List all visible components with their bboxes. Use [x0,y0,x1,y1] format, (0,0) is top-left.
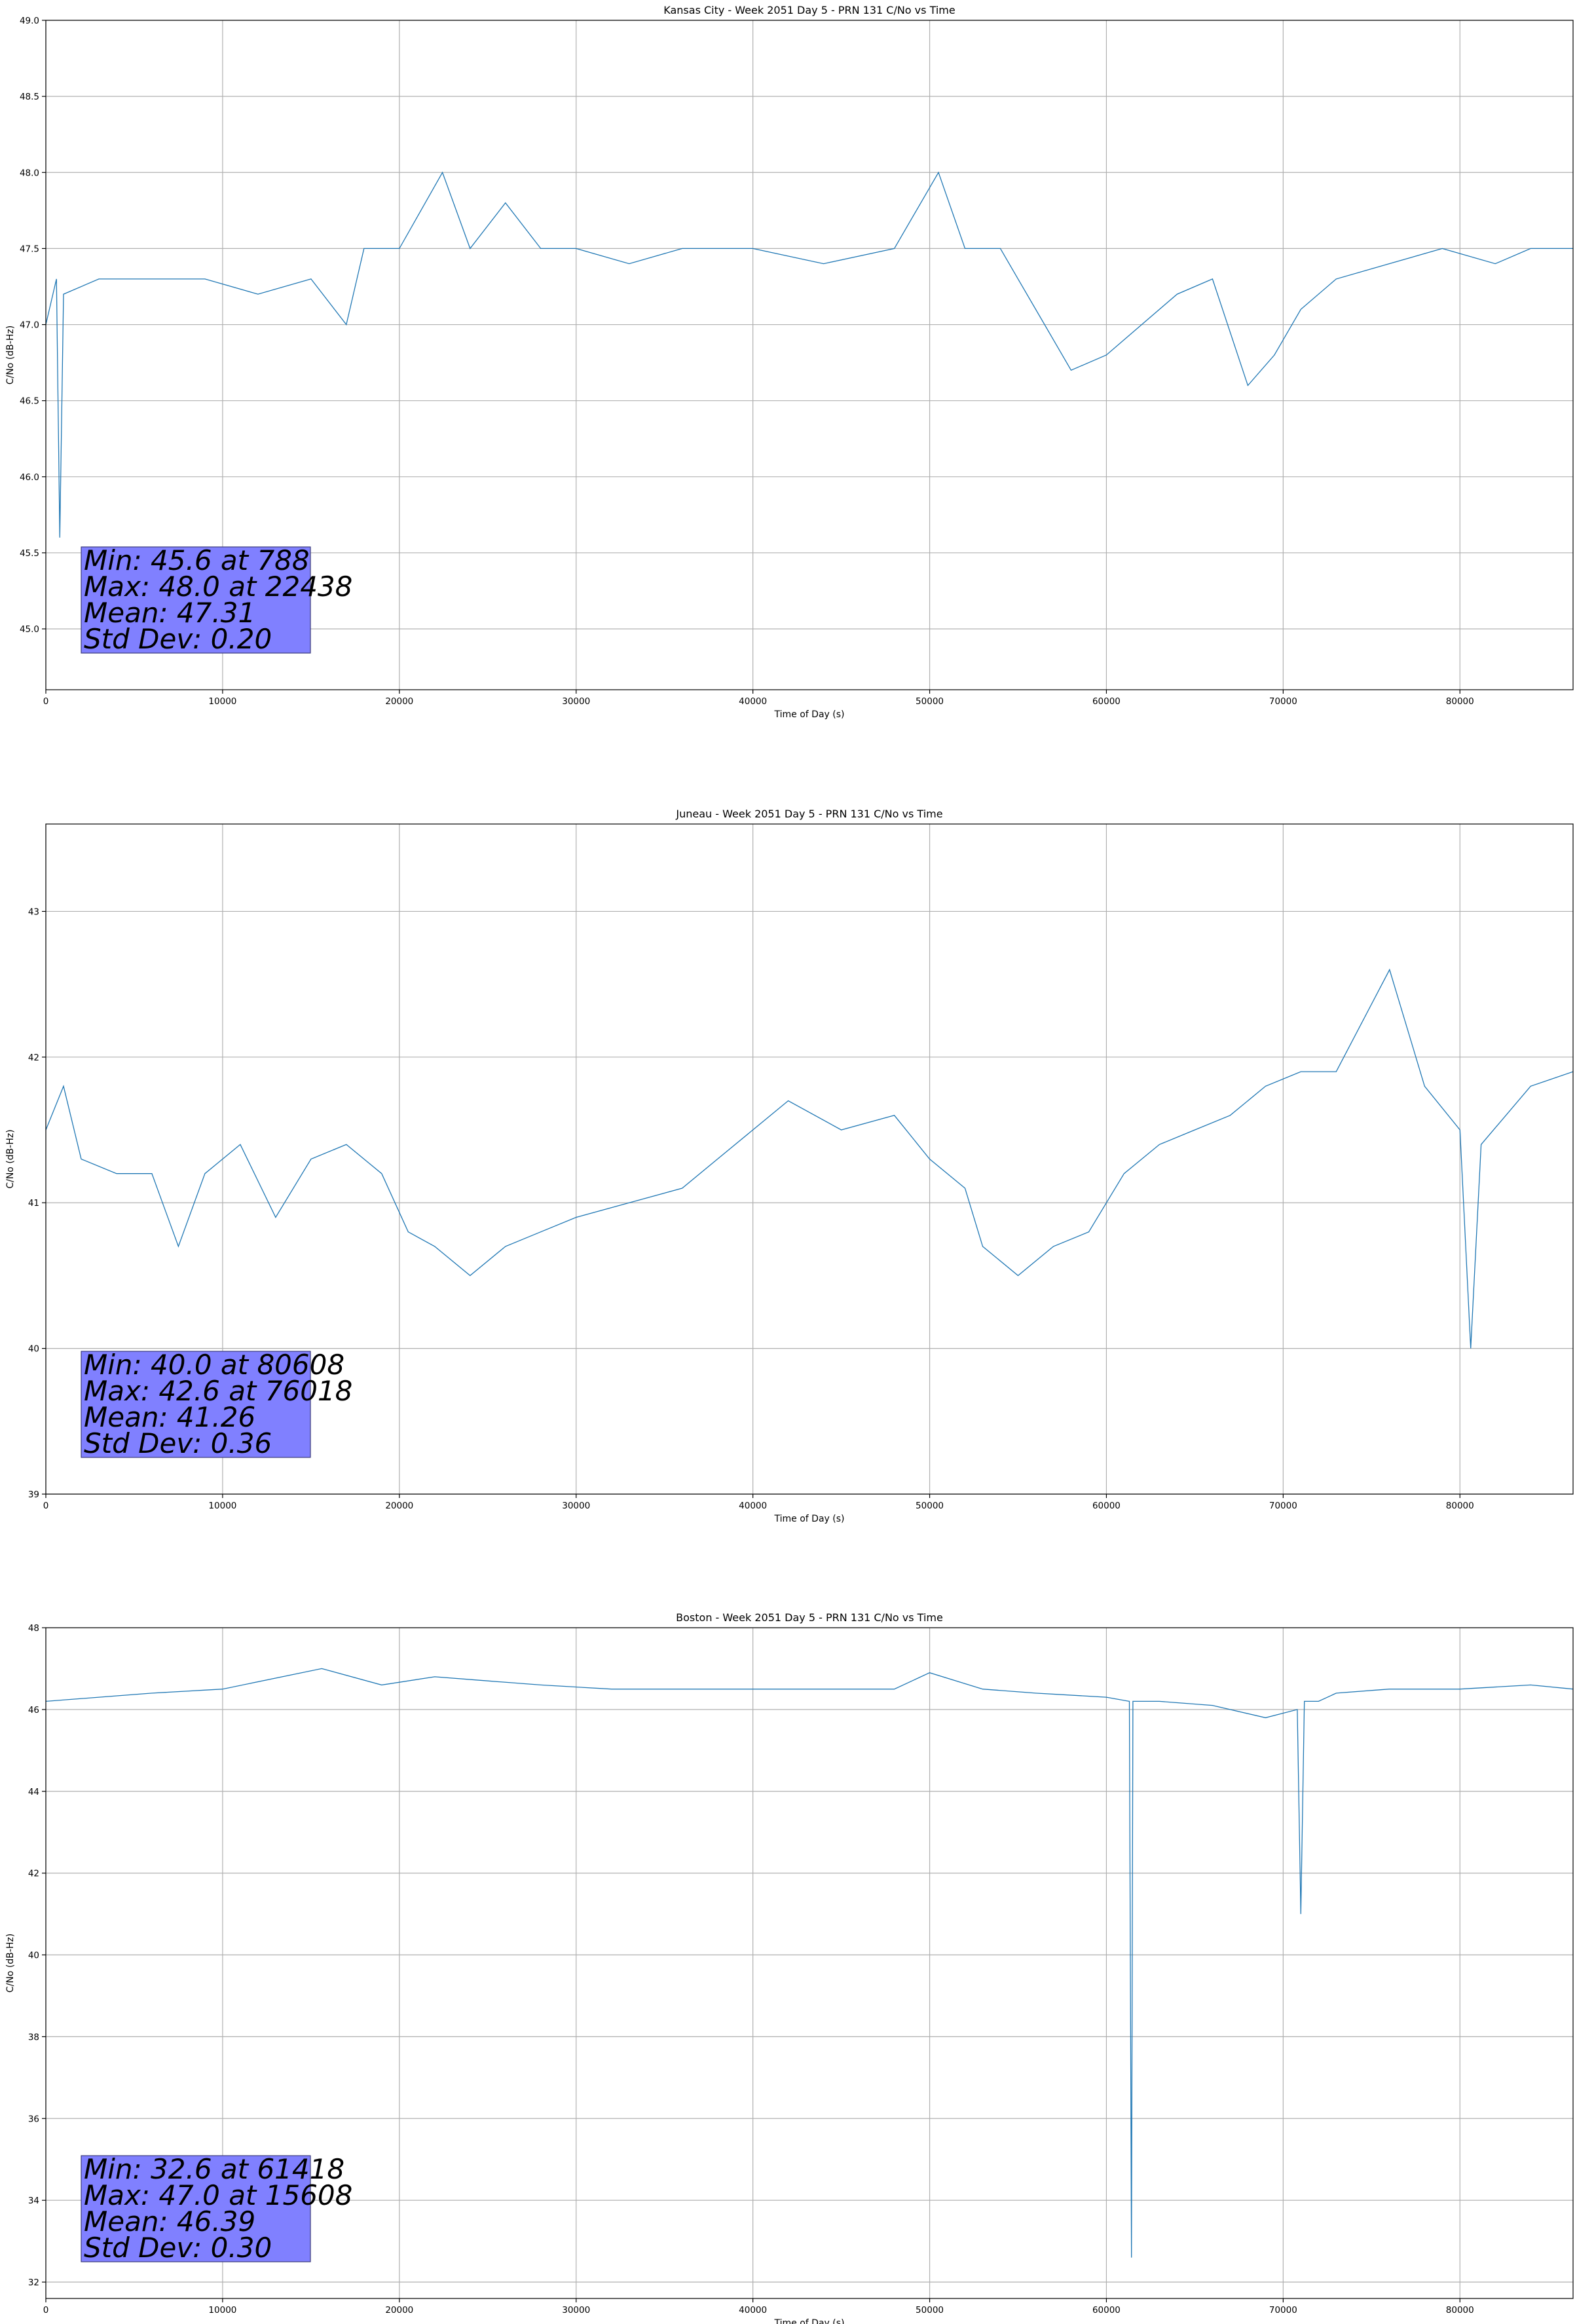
x-tick-label: 30000 [562,696,590,707]
stat-min: Min: 40.0 at 80608 [84,1349,344,1381]
x-tick-label: 70000 [1269,1501,1297,1511]
y-tick-label: 43 [28,907,39,917]
y-tick-label: 39 [28,1490,39,1500]
x-tick-label: 60000 [1092,1501,1121,1511]
y-tick-label: 34 [28,2196,39,2206]
x-axis-label: Time of Day (s) [774,709,845,720]
x-tick-label: 80000 [1446,696,1474,707]
y-tick-label: 32 [28,2277,39,2288]
juneau-chart: 0 10000 20000 30000 40000 50000 60000 70000 8000… [5,808,1574,1524]
stat-std-dev: Std Dev: 0.30 [84,2232,272,2264]
kansas-city-chart: 0 10000 20000 30000 40000 50000 60000 70000 8000… [5,4,1574,720]
chart-title: Juneau - Week 2051 Day 5 - PRN 131 C/No … [675,808,942,820]
x-tick-label: 50000 [916,2305,944,2315]
x-tick-label: 80000 [1446,1501,1474,1511]
y-tick-label: 38 [28,2032,39,2042]
boston-chart: 0 10000 20000 30000 40000 50000 60000 70000 8000… [5,1611,1574,2324]
chart-title: Kansas City - Week 2051 Day 5 - PRN 131 … [663,4,955,16]
x-axis-label: Time of Day (s) [774,2318,845,2324]
x-tick-label: 60000 [1092,696,1121,707]
x-tick-label: 30000 [562,1501,590,1511]
x-tick-label: 70000 [1269,2305,1297,2315]
stat-mean: Mean: 47.31 [84,597,255,629]
stats-box: Min: 32.6 at 61418 Max: 47.0 at 15608 Me… [81,2153,352,2264]
stat-mean: Mean: 46.39 [84,2205,255,2238]
stat-min: Min: 45.6 at 788 [84,544,310,576]
y-tick-label: 45.0 [20,624,39,635]
x-tick-label: 50000 [916,1501,944,1511]
stat-max: Max: 42.6 at 76018 [84,1375,352,1407]
x-tick-label: 0 [43,2305,49,2315]
x-tick-label: 10000 [208,696,236,707]
x-tick-label: 10000 [208,1501,236,1511]
x-tick-label: 0 [43,1501,49,1511]
stat-min: Min: 32.6 at 61418 [84,2153,344,2185]
y-tick-label: 40 [28,1951,39,1961]
cno-series-line [46,1668,1573,2258]
stats-box: Min: 40.0 at 80608 Max: 42.6 at 76018 Me… [81,1349,352,1459]
plot-frame [45,1627,1574,2299]
x-tick-label: 80000 [1446,2305,1474,2315]
y-tick-label: 45.5 [20,548,39,559]
y-tick-label: 46.0 [20,472,39,483]
y-tick-label: 48 [28,1623,39,1634]
y-tick-label: 48.0 [20,168,39,178]
y-tick-label: 47.0 [20,320,39,331]
plot-frame [45,20,1574,690]
y-tick-label: 48.5 [20,92,39,102]
x-tick-label: 20000 [385,1501,413,1511]
y-tick-label: 49.0 [20,16,39,26]
stats-box-background [81,1351,311,1458]
y-tick-label: 47.5 [20,244,39,254]
y-axis-label: C/No (dB-Hz) [5,1129,16,1188]
stats-box-background [81,546,311,654]
plot-frame [45,823,1574,1495]
y-axis-label: C/No (dB-Hz) [5,1934,16,1993]
x-tick-label: 40000 [739,696,767,707]
x-tick-label: 70000 [1269,696,1297,707]
x-tick-label: 50000 [916,696,944,707]
x-tick-label: 20000 [385,2305,413,2315]
y-tick-label: 46 [28,1705,39,1715]
y-axis-label: C/No (dB-Hz) [5,326,16,384]
y-tick-label: 42 [28,1053,39,1063]
stat-mean: Mean: 41.26 [84,1401,255,1433]
stat-std-dev: Std Dev: 0.36 [84,1427,272,1459]
y-tick-label: 46.5 [20,396,39,407]
x-tick-label: 60000 [1092,2305,1121,2315]
y-tick-label: 40 [28,1344,39,1355]
y-tick-label: 41 [28,1198,39,1209]
stat-max: Max: 48.0 at 22438 [84,571,352,603]
stats-box-background [81,2155,311,2262]
y-tick-label: 42 [28,1869,39,1879]
chart-title: Boston - Week 2051 Day 5 - PRN 131 C/No … [676,1611,943,1624]
stat-max: Max: 47.0 at 15608 [84,2179,352,2211]
y-tick-label: 36 [28,2114,39,2124]
x-tick-label: 30000 [562,2305,590,2315]
stats-box: Min: 45.6 at 788 Max: 48.0 at 22438 Mean… [81,544,352,655]
x-tick-label: 0 [43,696,49,707]
x-tick-label: 10000 [208,2305,236,2315]
x-tick-label: 40000 [739,1501,767,1511]
x-tick-label: 20000 [385,696,413,707]
x-axis-label: Time of Day (s) [774,1514,845,1524]
x-tick-label: 40000 [739,2305,767,2315]
stat-std-dev: Std Dev: 0.20 [84,623,272,655]
y-tick-label: 44 [28,1787,39,1797]
cno-series-line [46,968,1573,1349]
cno-series-line [46,171,1573,538]
